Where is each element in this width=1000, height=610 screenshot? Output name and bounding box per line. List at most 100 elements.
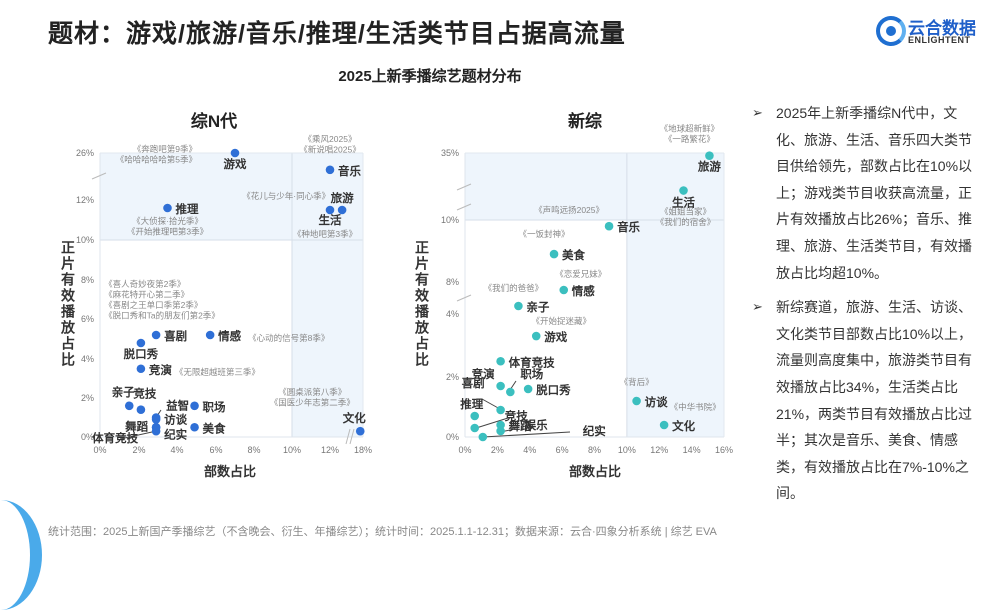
left-chart-title: 综N代 (190, 112, 238, 131)
page-title: 题材：游戏/旅游/音乐/推理/生活类节目占据高流量 (48, 20, 626, 48)
axis-break-mark (456, 294, 472, 302)
point-label: 访谈 (645, 395, 668, 409)
x-tick-label: 12% (321, 445, 339, 455)
x-tick-label: 2% (491, 445, 504, 455)
x-tick-label: 12% (650, 445, 668, 455)
program-annotation: 《地球超新鲜》 (660, 124, 720, 134)
program-annotation: 《花儿与少年·同心季》 (242, 191, 330, 201)
axis-break-mark (456, 203, 472, 211)
data-point (523, 384, 533, 394)
data-point (136, 364, 146, 374)
program-annotation: 《新说唱2025》 (299, 144, 360, 154)
data-point (514, 301, 523, 311)
arrow-right-icon: ➢ (752, 299, 763, 315)
point-label: 益智 (166, 399, 189, 413)
data-point (151, 426, 161, 436)
point-label: 竞演 (149, 363, 172, 377)
data-point (470, 411, 480, 421)
insight-bullet: ➢ 新综赛道，旅游、生活、访谈、文化类节目部数占比10%以上，流量则高度集中，旅游… (752, 294, 982, 507)
program-annotation: 《麻花特开心第二季》 (104, 290, 189, 300)
data-point (325, 205, 335, 215)
insight-panel: ➢ 2025年上新季播综N代中，文化、旅游、生活、音乐四大类节目供给领先，部数占比… (752, 100, 982, 515)
axis-break-mark (91, 172, 107, 180)
program-annotation: 《一路繁花》 (664, 134, 715, 144)
data-point (230, 148, 240, 158)
data-point (549, 249, 559, 259)
point-label: 推理 (460, 397, 483, 411)
data-point (559, 285, 569, 295)
x-tick-label: 0% (93, 445, 106, 455)
point-label: 亲子 (112, 385, 135, 399)
data-point (496, 420, 505, 430)
y-tick-label: 6% (81, 314, 94, 324)
data-point (496, 356, 505, 366)
program-annotation: 《国医少年志第二季》 (270, 398, 355, 408)
logo-text-en: ENLIGHTENT (908, 35, 971, 45)
x-tick-label: 10% (618, 445, 636, 455)
data-point (478, 432, 488, 442)
point-label: 职场 (203, 400, 226, 414)
program-annotation: 《开始推理吧第3季》 (127, 227, 208, 237)
point-label: 竞演 (472, 367, 495, 381)
point-label: 舞蹈 (509, 419, 532, 433)
program-annotation: 《心动的信号第8季》 (248, 333, 329, 343)
y-tick-label: 0% (446, 432, 459, 442)
data-point (136, 405, 146, 415)
axis-break-mark (345, 428, 355, 445)
data-point (470, 423, 480, 433)
footer-source: 统计范围：2025上新国产季播综艺（不含晚会、衍生、年播综艺）；统计时间：202… (48, 526, 717, 538)
program-annotation: 《无限超越班第三季》 (175, 367, 260, 377)
program-annotation: 《一饭封神》 (519, 229, 570, 239)
y-tick-label: 10% (76, 235, 94, 245)
left-x-axis-label: 部数占比 (203, 464, 256, 479)
program-annotation: 《喜人奇妙夜第2季》 (104, 279, 185, 289)
data-point (325, 165, 335, 175)
x-tick-label: 16% (715, 445, 733, 455)
point-label: 脱口秀 (536, 383, 571, 397)
leader-line (481, 398, 501, 410)
data-point (124, 401, 134, 411)
data-point (337, 205, 347, 215)
right-chart-title: 新综 (568, 112, 602, 131)
point-label: 纪实 (164, 427, 187, 441)
point-label: 音乐 (617, 220, 640, 234)
point-label: 喜剧 (462, 376, 485, 390)
y-tick-label: 10% (441, 215, 459, 225)
x-tick-label: 4% (523, 445, 536, 455)
point-label: 情感 (217, 329, 241, 343)
data-point (604, 221, 614, 231)
point-label: 音乐 (338, 164, 361, 178)
axis-break-mark (456, 183, 472, 191)
program-annotation: 《种地吧第3季》 (293, 229, 357, 239)
point-label: 旅游 (331, 191, 354, 205)
point-label: 访谈 (164, 412, 187, 426)
x-tick-label: 18% (354, 445, 372, 455)
y-tick-label: 2% (81, 393, 94, 403)
y-tick-label: 8% (81, 275, 94, 285)
point-label: 美食 (562, 248, 585, 262)
data-point (659, 420, 669, 430)
x-tick-label: 0% (458, 445, 471, 455)
arrow-right-icon: ➢ (752, 105, 763, 120)
data-point (496, 405, 505, 415)
right-x-axis-label: 部数占比 (568, 464, 621, 479)
point-label: 脱口秀 (124, 347, 159, 361)
x-tick-label: 4% (170, 445, 183, 455)
data-point (190, 401, 199, 411)
data-point (136, 338, 146, 348)
point-label: 舞蹈 (125, 419, 148, 433)
left-y-axis-label: 正片有效播放占比 (60, 240, 76, 368)
point-label: 文化 (343, 411, 366, 425)
point-label: 娱乐 (525, 418, 548, 432)
data-point (496, 381, 505, 391)
y-tick-label: 4% (446, 309, 459, 319)
point-label: 体育竞技 (92, 431, 138, 445)
logo: 云合数据 ENLIGHTENT (872, 12, 992, 48)
data-point (506, 387, 515, 397)
data-point (163, 203, 172, 213)
leader-line (119, 431, 153, 440)
data-point (190, 422, 199, 432)
shaded-region-high-views (465, 153, 724, 220)
insight-text: 新综赛道，旅游、生活、访谈、文化类节目部数占比10%以上，流量则高度集中，旅游类… (776, 299, 973, 502)
x-tick-label: 10% (283, 445, 301, 455)
